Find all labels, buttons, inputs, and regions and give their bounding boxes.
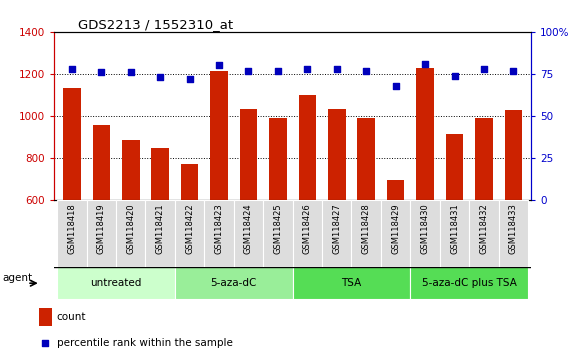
Point (480, 66, 489, 72)
Bar (411, 267, 528, 299)
Bar (63, 87, 81, 200)
Bar (204, 200, 234, 267)
Point (67, 66, 77, 72)
Bar (181, 164, 199, 200)
Point (126, 69, 135, 75)
Text: GSM118431: GSM118431 (450, 203, 459, 254)
Point (274, 68, 283, 73)
Bar (411, 200, 440, 267)
Text: GSM118432: GSM118432 (480, 203, 488, 254)
Point (332, 66, 341, 72)
Text: GSM118424: GSM118424 (244, 203, 253, 254)
Text: GSM118425: GSM118425 (274, 203, 283, 254)
Bar (381, 200, 411, 267)
Bar (475, 118, 493, 200)
Bar (210, 71, 228, 200)
Bar (352, 200, 381, 267)
Bar (234, 200, 263, 267)
Text: untreated: untreated (90, 278, 142, 288)
Bar (416, 68, 434, 200)
Bar (57, 200, 87, 267)
Bar (146, 200, 175, 267)
Bar (116, 200, 146, 267)
Bar (328, 109, 345, 200)
Bar (440, 200, 469, 267)
Bar (357, 118, 375, 200)
Text: TSA: TSA (341, 278, 361, 288)
Bar (387, 180, 404, 200)
Bar (240, 109, 258, 200)
Point (41, 340, 50, 346)
Bar (39, 308, 52, 326)
Text: GSM118428: GSM118428 (361, 203, 371, 254)
Text: GSM118423: GSM118423 (215, 203, 224, 254)
Bar (498, 200, 528, 267)
Text: 5-aza-dC plus TSA: 5-aza-dC plus TSA (422, 278, 517, 288)
Bar (269, 118, 287, 200)
Bar (122, 140, 139, 200)
Text: GSM118430: GSM118430 (421, 203, 429, 254)
Bar (263, 200, 292, 267)
Point (303, 66, 312, 72)
Bar (292, 200, 322, 267)
Bar (57, 267, 175, 299)
Bar (175, 267, 292, 299)
Bar (505, 110, 522, 200)
Bar (175, 200, 204, 267)
Point (420, 61, 429, 67)
Text: count: count (57, 312, 86, 322)
Text: percentile rank within the sample: percentile rank within the sample (57, 338, 233, 348)
Point (244, 68, 253, 73)
Bar (87, 200, 116, 267)
Text: GSM118433: GSM118433 (509, 203, 518, 254)
Point (509, 68, 518, 73)
Text: GSM118419: GSM118419 (97, 203, 106, 254)
Text: GSM118427: GSM118427 (332, 203, 341, 254)
Bar (292, 267, 411, 299)
Point (215, 63, 224, 68)
Text: GSM118429: GSM118429 (391, 203, 400, 254)
Point (96, 69, 106, 75)
Text: agent: agent (3, 273, 33, 284)
Bar (446, 134, 463, 200)
Text: GSM118420: GSM118420 (126, 203, 135, 254)
Text: GSM118418: GSM118418 (67, 203, 77, 254)
Bar (299, 95, 316, 200)
Point (156, 74, 165, 80)
Text: GSM118422: GSM118422 (185, 203, 194, 254)
Point (450, 73, 459, 79)
Bar (93, 125, 110, 200)
Point (391, 83, 400, 88)
Point (361, 68, 371, 73)
Point (185, 76, 194, 82)
Bar (151, 148, 169, 200)
Text: GSM118421: GSM118421 (156, 203, 164, 254)
Text: GSM118426: GSM118426 (303, 203, 312, 254)
Text: 5-aza-dC: 5-aza-dC (211, 278, 257, 288)
Bar (469, 200, 498, 267)
Bar (322, 200, 352, 267)
Text: GDS2213 / 1552310_at: GDS2213 / 1552310_at (78, 18, 233, 31)
